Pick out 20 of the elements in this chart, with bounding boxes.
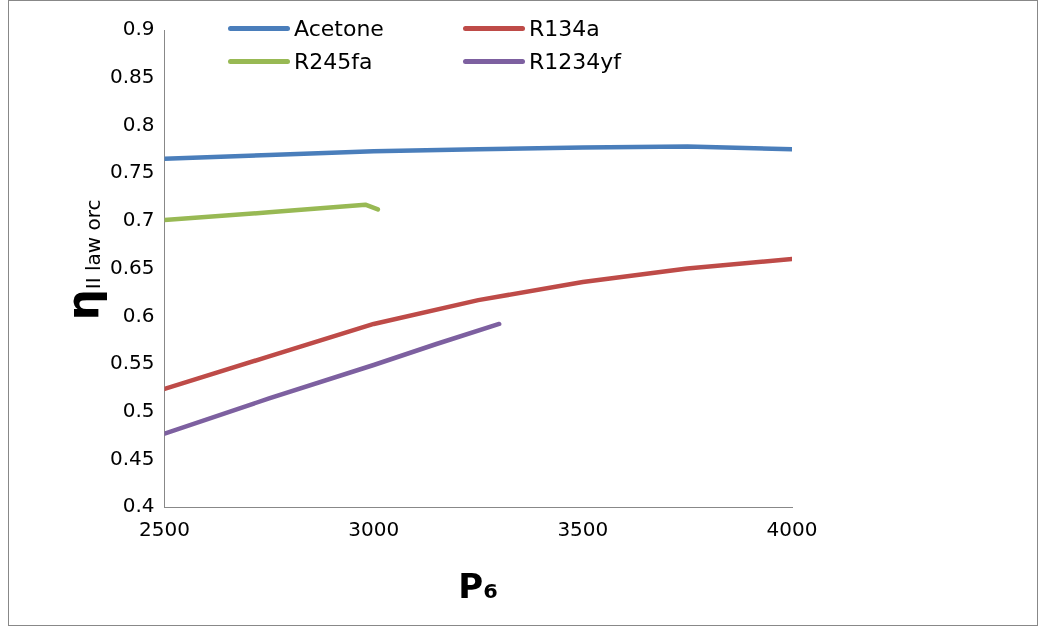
x-tick-label: 2500 xyxy=(139,517,190,542)
legend-label: R245fa xyxy=(294,49,373,74)
legend-label: R1234yf xyxy=(529,49,622,74)
y-tick-label: 0.7 xyxy=(122,207,155,232)
legend-label: R134a xyxy=(529,16,600,41)
x-tick-label: 3000 xyxy=(348,517,400,542)
y-tick-label: 0.8 xyxy=(122,111,155,136)
legend-label: Acetone xyxy=(294,16,384,41)
x-tick-label: 3500 xyxy=(557,517,609,542)
y-tick-label: 0.65 xyxy=(110,254,155,279)
y-tick-label: 0.6 xyxy=(122,302,155,327)
y-tick-label: 0.75 xyxy=(110,159,155,184)
y-tick-label: 0.55 xyxy=(110,350,155,375)
y-tick-label: 0.85 xyxy=(110,63,155,88)
y-tick-label: 0.5 xyxy=(122,397,155,422)
x-axis-title: P₆ xyxy=(458,566,499,607)
y-tick-label: 0.4 xyxy=(122,493,155,518)
x-tick-label: 4000 xyxy=(766,517,818,542)
y-tick-label: 0.45 xyxy=(110,445,155,470)
y-tick-label: 0.9 xyxy=(122,16,155,41)
